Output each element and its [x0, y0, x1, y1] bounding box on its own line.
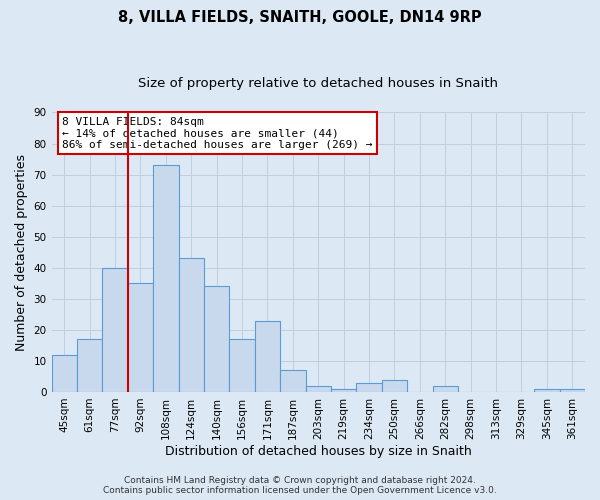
Bar [560, 389, 585, 392]
Bar [128, 284, 153, 392]
Bar [52, 354, 77, 392]
Bar [305, 386, 331, 392]
Bar [280, 370, 305, 392]
Text: Contains HM Land Registry data © Crown copyright and database right 2024.
Contai: Contains HM Land Registry data © Crown c… [103, 476, 497, 495]
Text: 8 VILLA FIELDS: 84sqm
← 14% of detached houses are smaller (44)
86% of semi-deta: 8 VILLA FIELDS: 84sqm ← 14% of detached … [62, 116, 373, 150]
Bar [331, 389, 356, 392]
Y-axis label: Number of detached properties: Number of detached properties [15, 154, 28, 350]
Bar [179, 258, 204, 392]
Bar [229, 339, 255, 392]
Bar [356, 382, 382, 392]
Bar [204, 286, 229, 392]
Bar [534, 389, 560, 392]
Bar [255, 320, 280, 392]
Title: Size of property relative to detached houses in Snaith: Size of property relative to detached ho… [138, 78, 498, 90]
Text: 8, VILLA FIELDS, SNAITH, GOOLE, DN14 9RP: 8, VILLA FIELDS, SNAITH, GOOLE, DN14 9RP [118, 10, 482, 25]
X-axis label: Distribution of detached houses by size in Snaith: Distribution of detached houses by size … [165, 444, 472, 458]
Bar [77, 339, 103, 392]
Bar [153, 166, 179, 392]
Bar [103, 268, 128, 392]
Bar [433, 386, 458, 392]
Bar [382, 380, 407, 392]
